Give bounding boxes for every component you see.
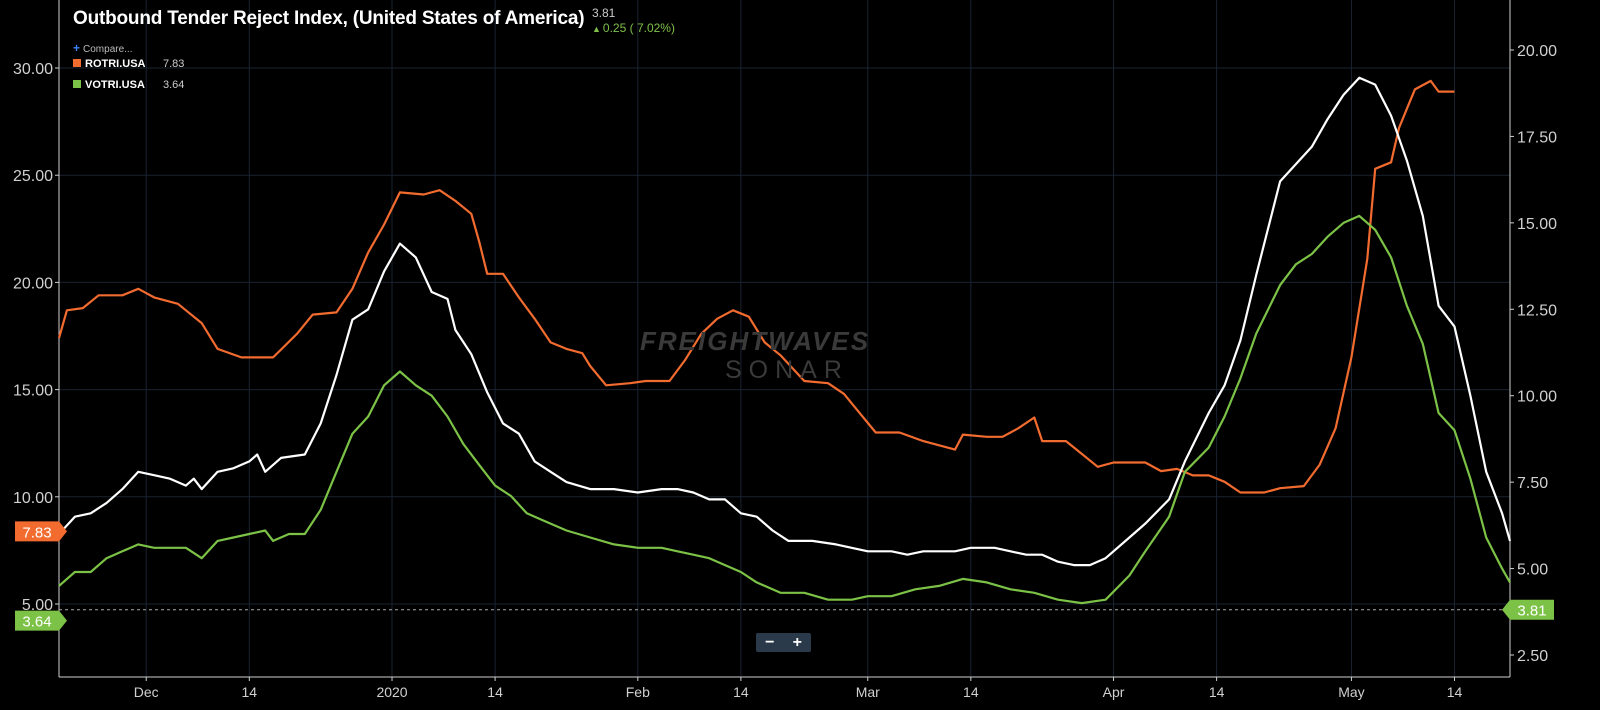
compare-button[interactable]: + Compare... [73, 41, 132, 55]
badge-label: 3.64 [22, 614, 51, 631]
zoom-in-button[interactable]: + [792, 634, 802, 651]
current-value: 3.81 [592, 6, 616, 20]
chart-title: Outbound Tender Reject Index, (United St… [73, 8, 585, 29]
y-tick-label-left: 30.00 [13, 61, 53, 78]
change-value: ▲ 0.25 ( 7.02%) [592, 21, 675, 35]
y-tick-label-right: 7.50 [1517, 475, 1548, 492]
x-tick-label: 14 [963, 684, 979, 700]
series-line-otri-usa [58, 76, 1512, 567]
watermark-sonar: SONAR [725, 356, 849, 384]
x-tick-label: May [1338, 684, 1364, 700]
x-tick-label: 2020 [376, 684, 407, 700]
legend-label: VOTRI.USA [85, 79, 145, 91]
y-tick-label-left: 15.00 [13, 383, 53, 400]
y-tick-label-right: 12.50 [1517, 302, 1557, 319]
badge-label: 7.83 [22, 524, 51, 541]
y-tick-label-right: 20.00 [1517, 43, 1557, 60]
x-tick-label: 14 [1209, 684, 1225, 700]
x-tick-label: 14 [487, 684, 503, 700]
compare-label: Compare... [83, 44, 133, 55]
legend-value: 3.64 [163, 79, 185, 91]
y-tick-label-left: 5.00 [22, 597, 53, 614]
legend-label: ROTRI.USA [85, 58, 146, 70]
y-tick-label-right: 15.00 [1517, 216, 1557, 233]
y-tick-label-right: 2.50 [1517, 648, 1548, 665]
legend-swatch [73, 59, 81, 67]
badge-rotri: 7.83 [15, 521, 67, 542]
change-text: 0.25 ( 7.02%) [602, 21, 675, 35]
y-tick-label-right: 5.00 [1517, 562, 1548, 579]
plus-icon: + [73, 41, 81, 55]
y-tick-label-left: 25.00 [13, 168, 53, 185]
y-tick-label-right: 10.00 [1517, 389, 1557, 406]
badge-label: 3.81 [1517, 603, 1546, 620]
badge-shape [15, 610, 67, 631]
legend-value: 7.83 [163, 58, 185, 70]
y-tick-label-left: 20.00 [13, 275, 53, 292]
x-tick-label: 14 [242, 684, 258, 700]
y-tick-label-left: 10.00 [13, 490, 53, 507]
x-tick-label: 14 [1447, 684, 1463, 700]
chart-axes: 5.00 10.00 15.00 20.00 25.00 30.00 2.50 5.00 7.5… [13, 0, 1557, 700]
badge-votri: 3.64 [15, 610, 67, 631]
x-tick-label: Mar [856, 684, 880, 700]
badge-otri: 3.81 [1502, 599, 1554, 620]
x-tick-label: Feb [626, 684, 650, 700]
series-line-rotri-usa [57, 79, 1455, 494]
legend-item-rotri[interactable]: ROTRI.USA 7.83 [73, 58, 184, 70]
up-arrow-icon: ▲ [592, 24, 601, 34]
x-tick-label: 14 [733, 684, 749, 700]
series-line-votri-usa [58, 214, 1511, 605]
zoom-controls: − + [756, 633, 811, 652]
chart-grid [59, 0, 1510, 677]
chart-series [57, 76, 1512, 611]
badge-shape [15, 521, 67, 542]
badge-shape [1502, 599, 1554, 620]
watermark-freightwaves: FREIGHTWAVES [640, 326, 871, 356]
x-tick-label: Dec [134, 684, 159, 700]
x-tick-label: Apr [1103, 684, 1125, 700]
value-badges: 7.83 3.64 3.81 [15, 521, 1554, 631]
legend-swatch [73, 80, 81, 88]
legend-item-votri[interactable]: VOTRI.USA 3.64 [73, 79, 184, 91]
zoom-out-button[interactable]: − [765, 634, 775, 651]
y-tick-label-right: 17.50 [1517, 129, 1557, 146]
